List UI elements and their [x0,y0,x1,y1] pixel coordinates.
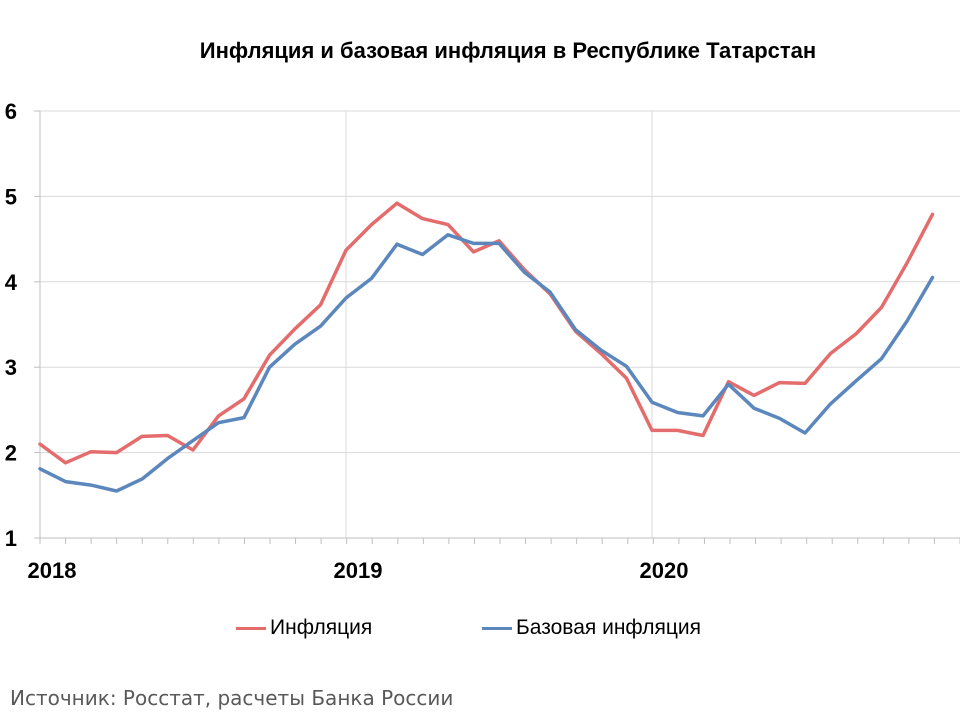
x-tick-label: 2020 [640,558,689,583]
series-line-inflation [38,201,935,465]
axes [34,110,960,544]
legend-swatch-inflation [236,626,266,630]
series-line-core-inflation [38,233,935,493]
y-tick-label: 2 [5,441,17,466]
x-axis-ticks: 2018 2019 2020 [28,558,689,583]
legend-item-core-inflation: Базовая инфляция [482,616,701,640]
chart-title: Инфляция и базовая инфляция в Республике… [199,38,817,63]
y-tick-label: 5 [5,184,17,209]
legend-label-core-inflation: Базовая инфляция [516,616,702,639]
y-axis-ticks: 1 2 3 4 5 6 [5,99,18,551]
legend-swatch-core-inflation [482,626,512,630]
legend-label-inflation: Инфляция [270,616,373,639]
grid-lines [40,110,960,538]
series-lines [38,201,935,493]
x-tick-label: 2018 [28,558,77,583]
source-note: Источник: Росстат, расчеты Банка России [10,686,454,710]
y-tick-label: 1 [5,526,17,551]
x-tick-label: 2019 [334,558,383,583]
y-tick-label: 3 [5,355,17,380]
legend-item-inflation: Инфляция [236,616,372,640]
y-tick-label: 4 [5,270,18,295]
y-tick-label: 6 [5,99,17,124]
